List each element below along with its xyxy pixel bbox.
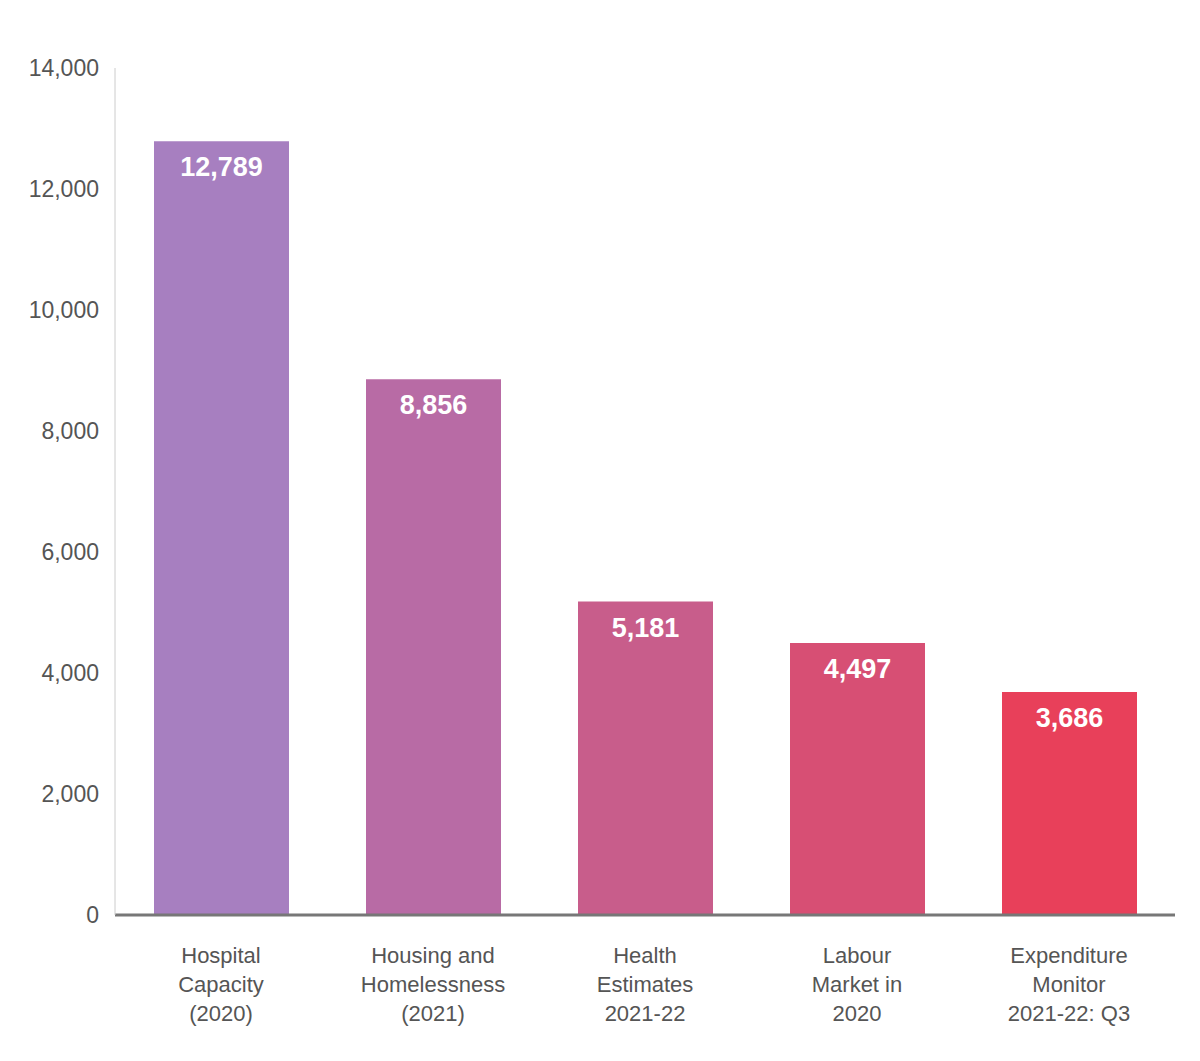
svg-text:8,000: 8,000 [41,418,99,444]
svg-text:12,000: 12,000 [29,176,99,202]
svg-text:3,686: 3,686 [1036,703,1104,733]
svg-text:Housing andHomelessness(2021): Housing andHomelessness(2021) [361,943,505,1026]
svg-text:10,000: 10,000 [29,297,99,323]
svg-text:8,856: 8,856 [400,390,468,420]
svg-text:5,181: 5,181 [612,613,680,643]
svg-text:4,000: 4,000 [41,660,99,686]
svg-text:4,497: 4,497 [824,654,892,684]
svg-text:12,789: 12,789 [180,152,263,182]
svg-text:HospitalCapacity(2020): HospitalCapacity(2020) [178,943,264,1026]
svg-text:HealthEstimates2021-22: HealthEstimates2021-22 [597,943,694,1026]
svg-text:0: 0 [86,902,99,928]
svg-text:ExpenditureMonitor2021-22: Q3: ExpenditureMonitor2021-22: Q3 [1008,943,1130,1026]
svg-text:14,000: 14,000 [29,55,99,81]
svg-text:2,000: 2,000 [41,781,99,807]
svg-text:LabourMarket in2020: LabourMarket in2020 [812,943,902,1026]
svg-text:6,000: 6,000 [41,539,99,565]
